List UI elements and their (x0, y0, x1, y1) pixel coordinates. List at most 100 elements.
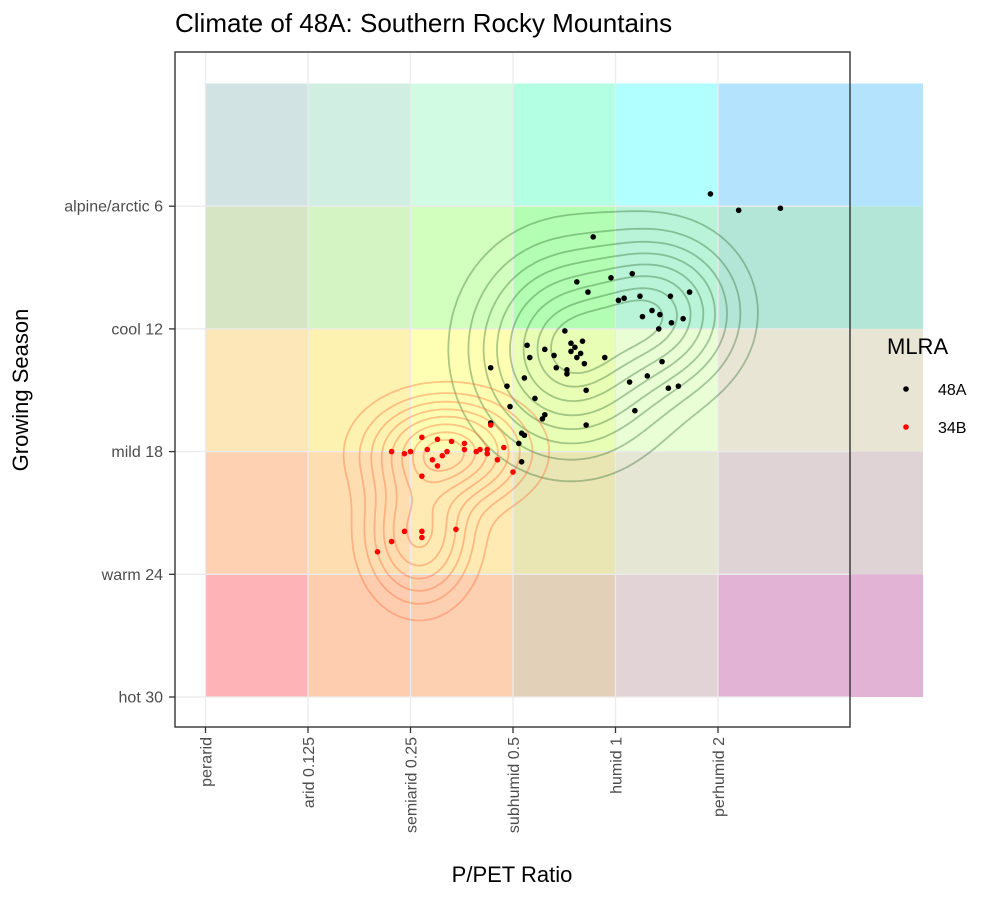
y-tick-label: mild 18 (111, 444, 163, 461)
legend: MLRA 48A 34B (887, 334, 967, 437)
legend-key-34B (903, 424, 909, 430)
point-34B (419, 534, 425, 541)
point-48A (585, 289, 591, 295)
point-48A (515, 440, 522, 447)
grid-lines (175, 52, 850, 727)
y-tick-label: hot 30 (119, 690, 164, 707)
density-contour-34B (412, 431, 477, 484)
point-48A (568, 348, 574, 355)
data-points (374, 191, 784, 555)
point-48A (665, 385, 672, 392)
point-34B (439, 452, 446, 459)
point-48A (583, 387, 589, 394)
point-48A (601, 354, 608, 361)
climate-region-cell (513, 574, 616, 697)
y-tick-label: alpine/arctic 6 (64, 199, 163, 216)
point-48A (551, 352, 557, 359)
point-48A (686, 289, 693, 295)
point-48A (629, 270, 636, 277)
point-48A (532, 395, 538, 402)
point-48A (707, 191, 714, 197)
point-48A (504, 383, 510, 389)
climate-region-cell (615, 451, 718, 575)
climate-region-cell (308, 206, 411, 329)
point-48A (649, 307, 655, 314)
point-34B (501, 444, 507, 451)
y-axis-ticks: hot 30 warm 24 mild 18 cool 12 alpine/arctic… (64, 199, 175, 707)
x-tick-label: humid 1 (609, 737, 626, 794)
point-48A (583, 422, 589, 428)
climate-region-cell (513, 83, 616, 207)
point-48A (657, 311, 663, 318)
climate-region-cell (410, 206, 513, 329)
y-tick-label: warm 24 (101, 567, 163, 584)
climate-region-cell (615, 574, 718, 697)
point-48A (487, 364, 494, 371)
climate-region-cell (308, 574, 411, 697)
point-48A (574, 354, 580, 361)
point-48A (564, 367, 570, 373)
point-34B (419, 434, 425, 441)
point-48A (562, 328, 568, 334)
point-48A (574, 279, 580, 285)
point-48A (644, 373, 651, 379)
point-34B (419, 473, 425, 479)
point-48A (577, 350, 584, 357)
climate-region-cell (205, 328, 308, 452)
point-34B (424, 446, 431, 453)
y-axis-title: Growing Season (8, 309, 33, 472)
x-tick-label: arid 0.125 (301, 737, 318, 808)
point-48A (680, 315, 686, 322)
point-34B (473, 448, 480, 455)
point-34B (510, 469, 516, 475)
x-tick-label: subhumid 0.5 (506, 737, 523, 833)
point-48A (639, 313, 646, 320)
point-48A (637, 293, 643, 299)
point-48A (590, 234, 596, 240)
climate-region-cell (205, 574, 308, 697)
climate-region-cell (615, 83, 718, 207)
climate-region-cell (410, 574, 513, 697)
x-tick-label: semiarid 0.25 (404, 737, 421, 833)
density-contour-34B (358, 392, 534, 605)
point-48A (542, 411, 548, 418)
point-48A (615, 297, 622, 304)
density-contour-34B (380, 408, 510, 580)
point-34B (487, 422, 494, 428)
point-34B (434, 436, 441, 443)
point-48A (521, 432, 528, 439)
climate-region-cell (513, 328, 616, 452)
point-34B (401, 450, 408, 457)
point-48A (655, 326, 662, 332)
climate-region-cell (205, 451, 308, 575)
point-34B (461, 446, 468, 453)
point-34B (429, 456, 436, 463)
point-48A (621, 295, 627, 302)
climate-region-cell (205, 206, 308, 329)
point-48A (667, 293, 674, 299)
point-48A (675, 383, 682, 389)
density-contour-34B (401, 423, 488, 549)
point-48A (521, 375, 528, 381)
density-contour-48A (536, 287, 678, 388)
density-contour-48A (482, 240, 728, 445)
point-48A (777, 205, 784, 212)
x-tick-label: perarid (199, 737, 216, 787)
density-contour-48A (447, 210, 759, 483)
point-34B (448, 438, 455, 445)
point-34B (407, 448, 414, 455)
point-48A (564, 371, 570, 377)
climate-region-cell (718, 328, 923, 452)
legend-title: MLRA (887, 334, 948, 359)
point-48A (581, 360, 588, 367)
point-34B (401, 528, 408, 535)
point-34B (444, 448, 450, 455)
point-34B (453, 526, 459, 533)
point-48A (668, 319, 675, 326)
point-34B (374, 549, 381, 555)
density-contour-48A (467, 227, 742, 461)
climate-region-cell (205, 83, 308, 207)
point-34B (461, 440, 468, 447)
point-34B (388, 448, 395, 455)
climate-region-cell (718, 206, 923, 329)
